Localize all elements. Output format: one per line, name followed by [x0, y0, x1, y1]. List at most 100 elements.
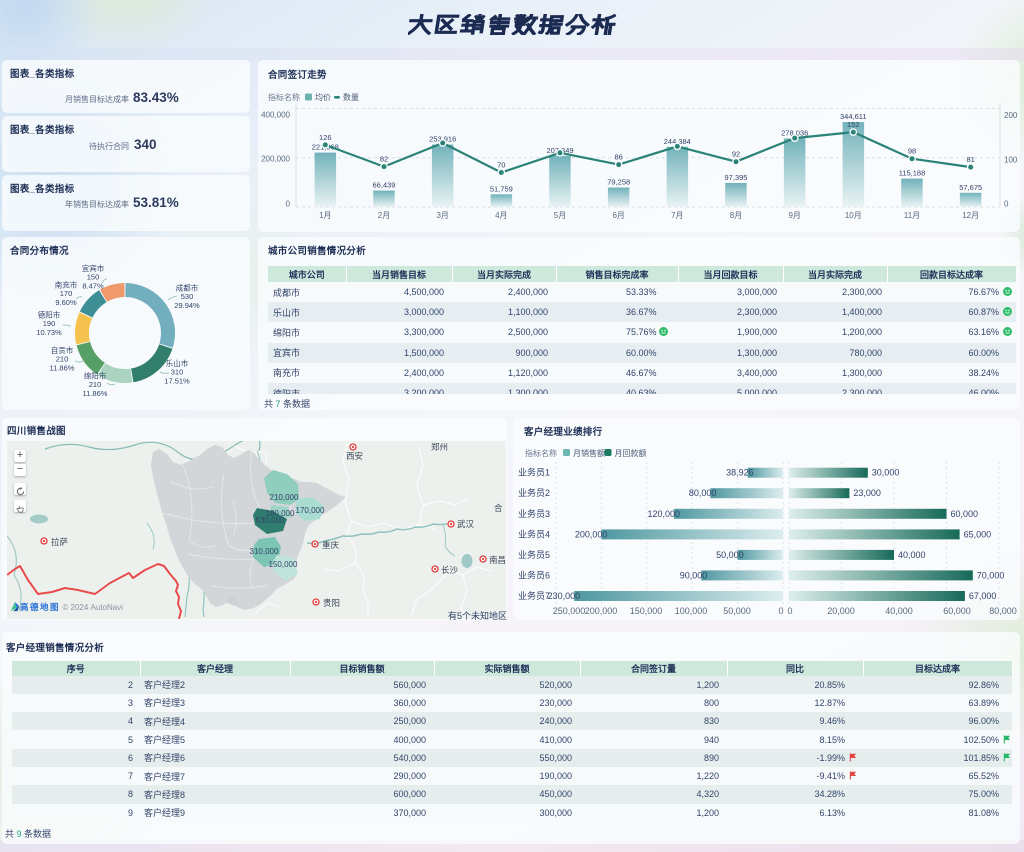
svg-text:115,188: 115,188: [899, 169, 926, 178]
svg-text:11月: 11月: [904, 211, 920, 220]
svg-text:2月: 2月: [378, 211, 390, 220]
svg-text:均价: 均价: [315, 92, 331, 102]
svg-text:530: 530: [181, 292, 194, 301]
svg-text:152: 152: [847, 120, 860, 129]
svg-text:82: 82: [380, 155, 388, 164]
svg-text:3月: 3月: [436, 211, 448, 220]
svg-text:400,000: 400,000: [261, 111, 290, 120]
svg-text:210: 210: [89, 380, 102, 389]
svg-text:业务员4: 业务员4: [518, 528, 550, 539]
svg-text:86: 86: [615, 153, 623, 162]
svg-text:126: 126: [319, 133, 332, 142]
svg-text:0: 0: [1004, 200, 1009, 209]
svg-text:贵阳: 贵阳: [323, 598, 340, 608]
svg-text:51,759: 51,759: [490, 184, 513, 193]
svg-text:79,258: 79,258: [607, 178, 630, 187]
svg-text:8.47%: 8.47%: [82, 281, 104, 290]
svg-text:57,675: 57,675: [959, 183, 982, 192]
svg-text:7月: 7月: [671, 211, 683, 220]
svg-text:南昌: 南昌: [489, 555, 506, 565]
svg-text:92: 92: [732, 150, 740, 159]
svg-text:278,036: 278,036: [781, 129, 808, 138]
svg-text:70,000: 70,000: [977, 570, 1005, 580]
svg-text:200,000: 200,000: [261, 155, 290, 164]
svg-text:50,000: 50,000: [723, 606, 751, 616]
svg-text:自贡市: 自贡市: [51, 345, 74, 355]
svg-text:拉萨: 拉萨: [51, 537, 69, 547]
svg-text:70: 70: [497, 161, 505, 170]
svg-text:合: 合: [494, 503, 503, 513]
svg-text:150,000: 150,000: [269, 560, 298, 569]
svg-text:业务员5: 业务员5: [518, 549, 550, 560]
svg-text:250,000: 250,000: [553, 606, 586, 616]
svg-text:253,916: 253,916: [429, 135, 456, 144]
svg-text:244,384: 244,384: [664, 137, 691, 146]
svg-text:9.60%: 9.60%: [55, 298, 77, 307]
svg-text:81: 81: [967, 155, 975, 164]
svg-text:德阳市: 德阳市: [38, 310, 61, 320]
svg-text:210,000: 210,000: [270, 493, 299, 502]
svg-text:40,000: 40,000: [885, 606, 913, 616]
svg-text:业务员7: 业务员7: [518, 590, 550, 601]
svg-text:60,000: 60,000: [951, 509, 979, 519]
svg-text:230,000: 230,000: [548, 591, 581, 601]
svg-text:80,000: 80,000: [689, 488, 717, 498]
svg-text:乐山市: 乐山市: [166, 358, 189, 368]
svg-text:长沙: 长沙: [441, 565, 459, 575]
svg-text:100: 100: [1004, 156, 1018, 165]
svg-text:成都市: 成都市: [176, 283, 199, 293]
svg-text:0: 0: [286, 200, 291, 209]
svg-text:310: 310: [171, 368, 184, 377]
svg-text:绵阳市: 绵阳市: [84, 371, 107, 381]
svg-text:98: 98: [908, 147, 916, 156]
svg-text:170,000: 170,000: [296, 506, 325, 515]
svg-text:310,000: 310,000: [250, 547, 279, 556]
svg-text:67,000: 67,000: [969, 591, 997, 601]
svg-text:12月: 12月: [962, 211, 979, 220]
svg-text:97,395: 97,395: [725, 173, 748, 182]
svg-text:8月: 8月: [730, 211, 742, 220]
svg-text:业务员1: 业务员1: [518, 467, 550, 478]
svg-text:数量: 数量: [343, 92, 359, 102]
svg-text:月销售额: 月销售额: [573, 448, 605, 458]
svg-text:南充市: 南充市: [55, 280, 78, 290]
svg-text:200,000: 200,000: [585, 606, 618, 616]
svg-text:29.94%: 29.94%: [174, 301, 200, 310]
svg-text:5月: 5月: [554, 211, 566, 220]
svg-text:宜宾市: 宜宾市: [82, 263, 105, 273]
svg-text:30,000: 30,000: [872, 468, 900, 478]
svg-text:11.86%: 11.86%: [83, 389, 108, 398]
svg-text:150: 150: [87, 273, 100, 282]
svg-text:20,000: 20,000: [827, 606, 855, 616]
svg-text:66,439: 66,439: [373, 181, 396, 190]
svg-text:指标名称: 指标名称: [525, 448, 557, 458]
svg-text:200: 200: [1004, 111, 1018, 120]
svg-text:200,000: 200,000: [575, 529, 608, 539]
svg-text:80,000: 80,000: [989, 606, 1017, 616]
svg-text:190,000: 190,000: [266, 509, 295, 518]
svg-text:武汉: 武汉: [457, 519, 475, 529]
svg-text:170: 170: [60, 289, 73, 298]
svg-text:业务员3: 业务员3: [518, 508, 550, 519]
svg-text:17.51%: 17.51%: [164, 376, 190, 385]
svg-text:6月: 6月: [612, 211, 624, 220]
svg-text:60,000: 60,000: [943, 606, 971, 616]
svg-text:10月: 10月: [845, 211, 862, 220]
svg-text:100,000: 100,000: [675, 606, 708, 616]
svg-text:业务员6: 业务员6: [518, 569, 550, 580]
svg-text:业务员2: 业务员2: [518, 487, 550, 498]
svg-text:530,000: 530,000: [256, 516, 285, 525]
svg-text:重庆: 重庆: [322, 540, 340, 550]
svg-text:月回款额: 月回款额: [615, 448, 647, 458]
svg-text:150,000: 150,000: [630, 606, 663, 616]
svg-text:65,000: 65,000: [964, 529, 992, 539]
svg-text:10.73%: 10.73%: [36, 328, 62, 337]
svg-text:190: 190: [43, 319, 56, 328]
svg-text:1月: 1月: [319, 211, 331, 220]
svg-text:郑州: 郑州: [431, 442, 448, 452]
svg-text:90,000: 90,000: [680, 570, 708, 580]
svg-text:0: 0: [778, 606, 783, 616]
svg-text:指标名称: 指标名称: [268, 92, 300, 102]
svg-text:38,926: 38,926: [726, 468, 754, 478]
svg-text:11.86%: 11.86%: [50, 363, 75, 372]
